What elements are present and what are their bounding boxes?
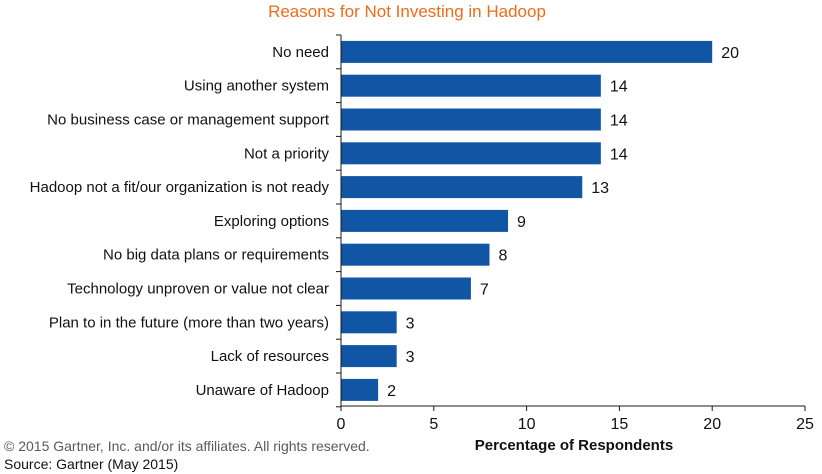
category-label: Exploring options	[214, 213, 329, 230]
category-label: Technology unproven or value not clear	[67, 281, 329, 298]
bar	[341, 378, 379, 401]
data-label: 14	[610, 146, 628, 163]
x-ticks: 0 5 10 15 20 25	[337, 406, 814, 433]
bar	[341, 142, 601, 165]
category-label: Not a priority	[244, 145, 330, 162]
data-label: 14	[610, 113, 628, 130]
x-tick-label: 0	[337, 416, 346, 433]
data-label: 2	[387, 383, 396, 400]
category-label: No big data plans or requirements	[103, 247, 329, 264]
x-tick-label: 25	[796, 416, 814, 433]
bar	[341, 243, 490, 266]
chart-title: Reasons for Not Investing in Hadoop	[268, 2, 546, 21]
category-labels: No need Using another system No business c…	[30, 34, 341, 408]
copyright-text: © 2015 Gartner, Inc. and/or its affiliat…	[4, 438, 370, 454]
data-label: 9	[517, 214, 526, 231]
bar	[341, 209, 509, 232]
bars-layer	[341, 40, 713, 401]
bar	[341, 277, 471, 300]
data-label: 20	[721, 45, 739, 62]
category-label: Using another system	[184, 78, 329, 95]
category-label: Hadoop not a fit/our organization is not…	[30, 179, 330, 196]
category-label: Plan to in the future (more than two yea…	[49, 314, 329, 331]
data-label: 14	[610, 79, 628, 96]
data-label: 3	[406, 315, 415, 332]
bar	[341, 40, 713, 63]
x-axis-title: Percentage of Respondents	[475, 437, 673, 454]
bar	[341, 311, 397, 334]
category-label: No business case or management support	[47, 112, 330, 129]
category-label: Unaware of Hadoop	[196, 382, 329, 399]
bar	[341, 176, 583, 199]
x-tick-label: 10	[518, 416, 536, 433]
x-tick-label: 20	[703, 416, 721, 433]
category-label: No need	[272, 44, 329, 61]
data-label: 3	[406, 349, 415, 366]
source-text: Source: Gartner (May 2015)	[4, 456, 179, 472]
data-label: 8	[498, 248, 507, 265]
category-label: Lack of resources	[211, 348, 329, 365]
data-label: 7	[480, 282, 489, 299]
data-label: 13	[591, 180, 609, 197]
x-tick-label: 15	[611, 416, 629, 433]
x-tick-label: 5	[429, 416, 438, 433]
bar	[341, 108, 601, 131]
bar	[341, 345, 397, 368]
bar	[341, 74, 601, 97]
